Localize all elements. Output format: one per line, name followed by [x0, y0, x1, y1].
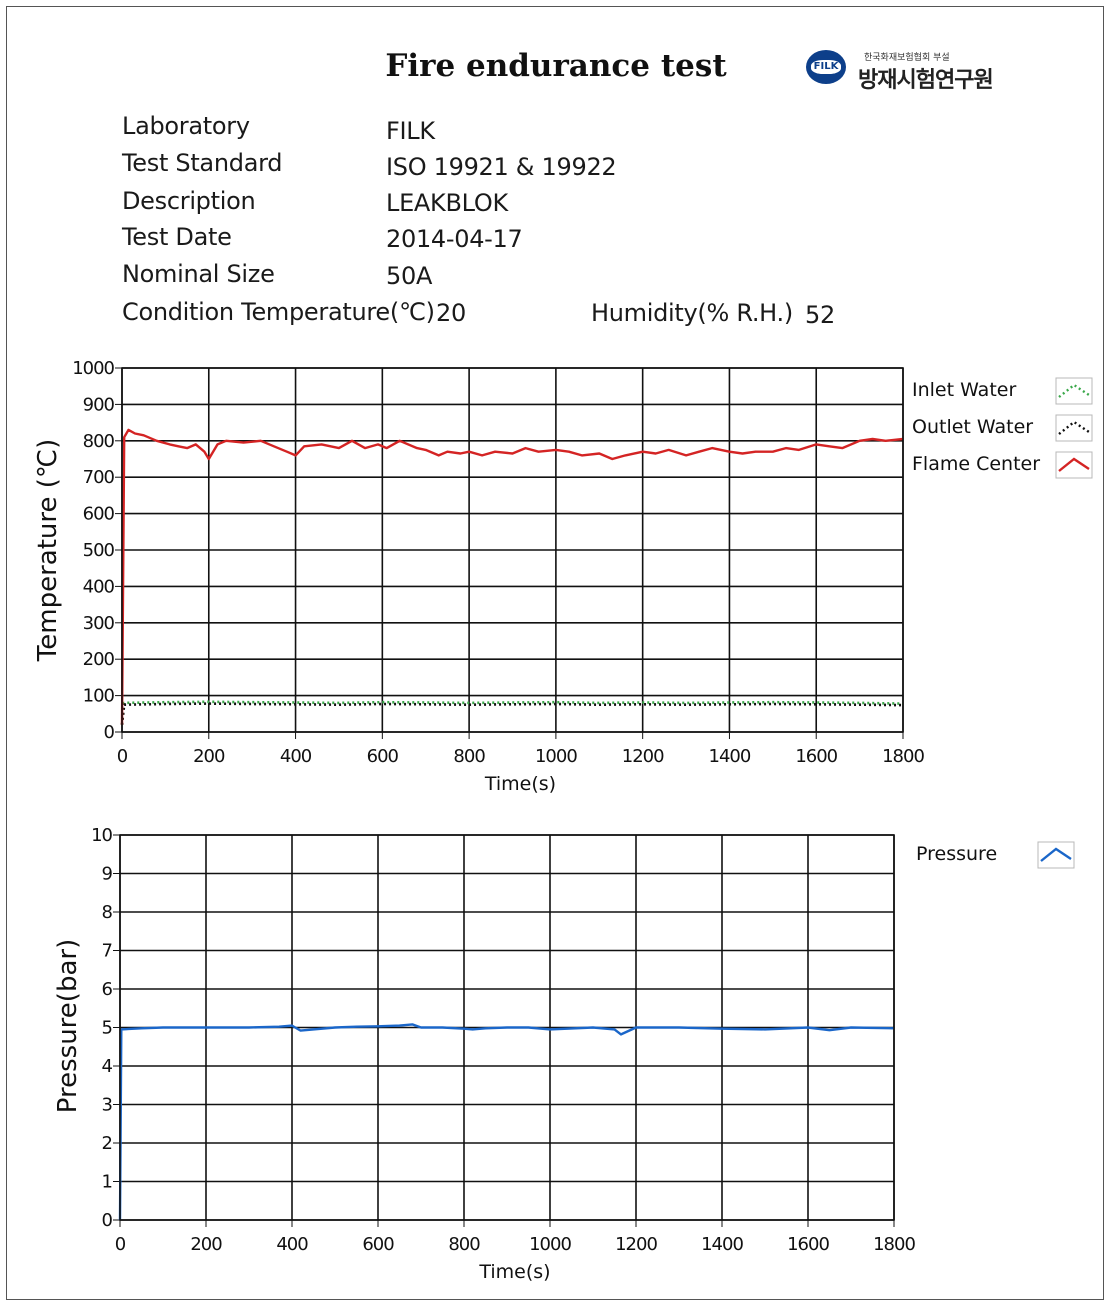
pressure-y-tick-label: 3 — [102, 1095, 113, 1116]
temperature-legend-swatch-flame-center — [1058, 457, 1090, 472]
temperature-legend-swatch-outlet-water — [1058, 420, 1090, 435]
temperature-y-tick-label: 900 — [83, 394, 115, 415]
temperature-y-tick-label: 400 — [83, 576, 115, 597]
temperature-x-tick-label: 1000 — [535, 746, 577, 767]
condition-temperature-label: Condition Temperature(℃) — [122, 298, 435, 326]
pressure-y-tick-label: 5 — [102, 1018, 112, 1039]
pressure-y-tick-label: 7 — [102, 941, 112, 962]
temperature-legend-box-inlet-water — [1055, 377, 1093, 405]
pressure-y-tick-label: 9 — [102, 864, 113, 885]
pressure-x-tick-label: 200 — [190, 1234, 222, 1255]
temperature-x-tick-label: 1600 — [795, 746, 837, 767]
field-label-test-standard: Test Standard — [122, 149, 283, 177]
pressure-x-tick-label: 0 — [115, 1234, 126, 1255]
pressure-chart: 0 1 2 3 4 5 6 7 8 9 10 0 200 400 600 800 1000 1200 1400 160… — [53, 825, 1075, 1283]
pressure-x-tick-label: 800 — [448, 1234, 480, 1255]
pressure-y-tick-label: 10 — [91, 825, 112, 846]
temperature-x-tick-label: 0 — [117, 746, 128, 767]
field-value-test-standard: ISO 19921 & 19922 — [386, 153, 617, 181]
temperature-legend-swatch-inlet-water — [1058, 383, 1090, 398]
pressure-x-tick-label: 1000 — [529, 1234, 571, 1255]
pressure-y-tick-label: 1 — [102, 1172, 112, 1193]
temperature-plot-border — [121, 367, 904, 733]
pressure-y-tick-label: 2 — [102, 1133, 112, 1154]
temperature-y-tick-label: 100 — [83, 686, 115, 707]
temperature-legend-label-outlet-water: Outlet Water — [912, 416, 1033, 438]
temperature-chart: 0 100 200 300 400 500 600 700 800 900 1000 0 200 400 6… — [33, 358, 1093, 795]
pressure-legend-box-pressure — [1037, 841, 1075, 869]
temperature-y-tick-label: 1000 — [72, 358, 114, 379]
temperature-legend-box-outlet-water — [1055, 414, 1093, 442]
pressure-plot-border — [119, 834, 895, 1221]
pressure-y-tick-label: 4 — [102, 1056, 113, 1077]
field-value-description: LEAKBLOK — [386, 189, 508, 217]
pressure-y-tick-label: 8 — [102, 902, 113, 923]
pressure-legend-swatch-pressure — [1040, 847, 1072, 862]
report-frame — [6, 6, 1104, 1300]
report-title: Fire endurance test — [385, 48, 727, 84]
lab-logo: FILK 한국화재보험협회 부설 방재시험연구원 — [806, 48, 1046, 94]
lab-logo-badge: FILK — [806, 50, 846, 84]
temperature-y-axis-label: Temperature (℃) — [33, 439, 63, 662]
temperature-x-tick-label: 1200 — [622, 746, 664, 767]
field-label-nominal-size: Nominal Size — [122, 260, 275, 288]
pressure-legend-label-pressure: Pressure — [916, 843, 997, 865]
temperature-y-tick-label: 200 — [83, 649, 115, 670]
pressure-x-tick-label: 1600 — [787, 1234, 829, 1255]
temperature-x-tick-label: 200 — [193, 746, 225, 767]
pressure-x-tick-label: 400 — [276, 1234, 308, 1255]
temperature-y-tick-label: 300 — [83, 613, 115, 634]
temperature-legend-label-inlet-water: Inlet Water — [912, 379, 1016, 401]
field-label-laboratory: Laboratory — [122, 112, 250, 140]
temperature-y-tick-label: 800 — [83, 431, 115, 452]
field-value-nominal-size: 50A — [386, 262, 433, 290]
condition-temperature-value: 20 — [436, 299, 466, 327]
temperature-y-tick-label: 0 — [104, 722, 115, 743]
field-label-description: Description — [122, 187, 256, 215]
pressure-x-axis-label: Time(s) — [478, 1261, 550, 1283]
pressure-y-tick-label: 6 — [102, 979, 113, 1000]
humidity-value: 52 — [805, 301, 835, 329]
temperature-series-outlet-water — [120, 702, 904, 725]
temperature-x-tick-label: 800 — [453, 746, 485, 767]
temperature-x-axis-label: Time(s) — [484, 773, 556, 795]
temperature-series-flame-center — [120, 428, 904, 725]
temperature-legend-label-flame-center: Flame Center — [912, 453, 1040, 475]
pressure-y-axis-label: Pressure(bar) — [53, 939, 83, 1113]
pressure-series-pressure — [118, 1023, 895, 1221]
temperature-x-tick-label: 1400 — [709, 746, 751, 767]
temperature-y-tick-label: 600 — [83, 504, 115, 525]
temperature-y-tick-label: 500 — [83, 540, 115, 561]
pressure-x-tick-label: 1200 — [615, 1234, 657, 1255]
lab-logo-name: 방재시험연구원 — [858, 68, 994, 93]
temperature-legend-box-flame-center — [1055, 451, 1093, 479]
field-value-laboratory: FILK — [386, 117, 435, 145]
field-label-test-date: Test Date — [122, 223, 232, 251]
lab-logo-subtitle: 한국화재보험협회 부설 — [864, 53, 950, 63]
field-value-test-date: 2014-04-17 — [386, 225, 523, 253]
pressure-x-tick-label: 1400 — [701, 1234, 743, 1255]
temperature-x-tick-label: 600 — [367, 746, 399, 767]
pressure-y-tick-label: 0 — [102, 1210, 113, 1231]
pressure-x-tick-label: 600 — [362, 1234, 394, 1255]
humidity-label: Humidity(% R.H.) — [591, 299, 793, 327]
temperature-x-tick-label: 400 — [280, 746, 312, 767]
temperature-x-tick-label: 1800 — [882, 746, 924, 767]
temperature-y-tick-label: 700 — [83, 467, 115, 488]
pressure-x-tick-label: 1800 — [873, 1234, 915, 1255]
